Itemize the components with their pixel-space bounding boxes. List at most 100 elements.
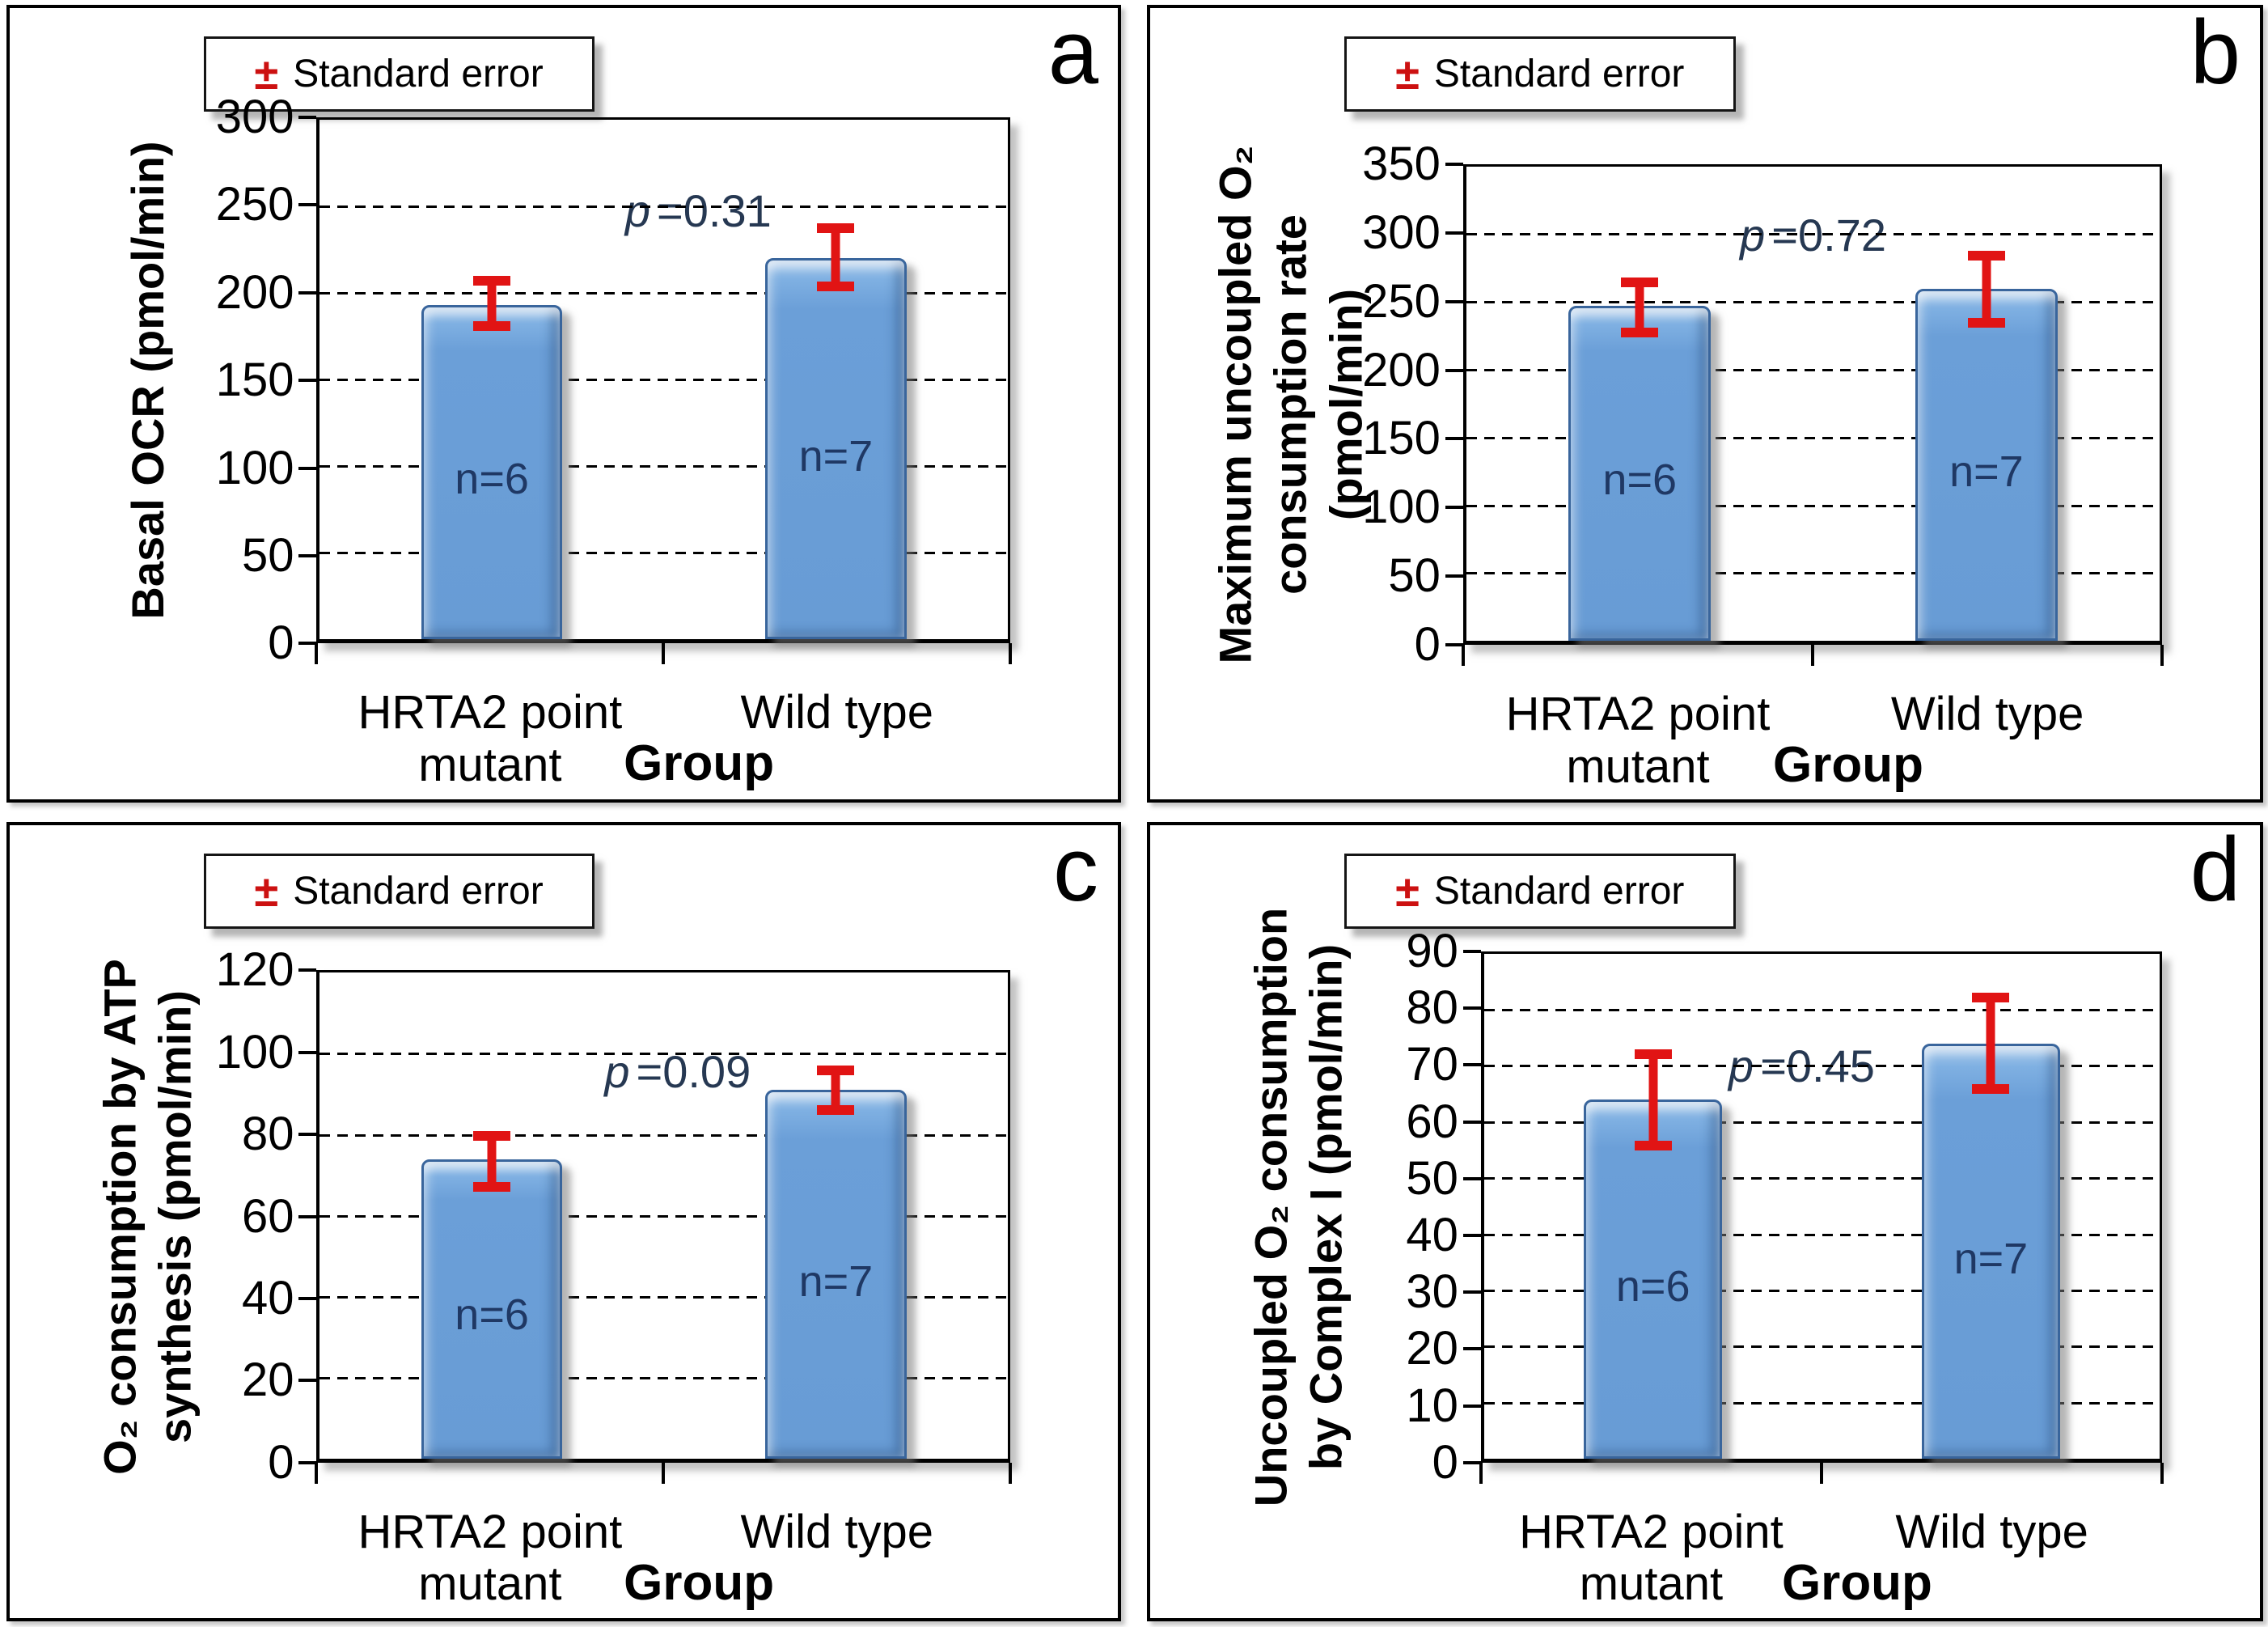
y-tick-label: 350 — [1362, 137, 1441, 190]
panel-b: ± Standard error b Maximum uncoupled O₂ c… — [1147, 5, 2263, 803]
y-tick-mark — [1445, 368, 1463, 372]
y-tick-mark — [1462, 1404, 1481, 1408]
panel-letter: d — [2190, 819, 2240, 920]
panel-letter: a — [1047, 2, 1098, 103]
y-tick-label: 150 — [215, 354, 294, 407]
error-bar-cap-bottom — [1972, 1084, 2010, 1095]
error-bar-line — [1982, 250, 1991, 328]
error-bar — [473, 1130, 511, 1192]
y-tick-label: 150 — [1362, 412, 1441, 465]
x-category-label: HRTA2 point — [358, 686, 623, 739]
y-tick-mark — [1445, 299, 1463, 303]
error-bar-cap-bottom — [817, 281, 855, 291]
n-label: n=6 — [1602, 455, 1678, 505]
x-tick-mark — [2160, 1462, 2164, 1484]
gridline — [319, 465, 1009, 468]
plus-minus-symbol: ± — [254, 49, 279, 99]
x-category-label: Wild type — [1890, 688, 2084, 740]
panel-a: ± Standard error a Basal OCR (pmol/min) … — [6, 5, 1121, 803]
x-tick-mark — [662, 643, 666, 665]
y-tick-mark — [298, 1460, 317, 1464]
gridline — [1466, 504, 2160, 507]
y-tick-mark — [1462, 949, 1481, 953]
legend-box: ± Standard error — [1344, 854, 1736, 930]
p-rest: =0.31 — [657, 185, 772, 237]
error-bar-cap-bottom — [1967, 318, 2005, 328]
panel-letter: b — [2190, 2, 2240, 103]
panel-letter: c — [1053, 819, 1098, 920]
y-tick-mark — [298, 968, 317, 972]
error-bar — [473, 275, 511, 332]
bar-hrta2-point-mutant: n=6 — [421, 1159, 563, 1459]
y-tick-mark — [1445, 437, 1463, 441]
y-tick-mark — [1462, 1120, 1481, 1124]
error-bar-cap-bottom — [473, 1181, 511, 1192]
y-tick-label: 100 — [215, 441, 294, 494]
y-tick-label: 100 — [215, 1025, 294, 1078]
x-category-label: mutant — [418, 1557, 562, 1611]
plot-area: p =0.31 n=6 n=7 — [316, 117, 1011, 644]
gridline — [1483, 1345, 2160, 1349]
y-tick-label: 50 — [1406, 1151, 1458, 1205]
error-bar — [1967, 250, 2005, 328]
gridline — [1483, 1009, 2160, 1012]
p-symbol: p — [624, 185, 651, 237]
y-tick-mark — [298, 290, 317, 294]
y-tick-label: 20 — [1406, 1322, 1458, 1375]
error-bar-cap-bottom — [1621, 327, 1659, 337]
x-axis-title: Group — [624, 735, 775, 791]
y-tick-mark — [1462, 1290, 1481, 1294]
error-bar-line — [1648, 1049, 1658, 1150]
y-tick-label: 30 — [1406, 1265, 1458, 1319]
y-tick-label: 50 — [241, 528, 294, 582]
y-tick-mark — [298, 1214, 317, 1218]
gridline — [1483, 1177, 2160, 1180]
plot-area: p =0.45 n=6 n=7 — [1480, 951, 2163, 1463]
y-tick-label: 120 — [215, 943, 294, 997]
y-tick-mark — [298, 1297, 317, 1301]
gridline — [1483, 1065, 2160, 1068]
error-bar-line — [1986, 993, 1995, 1095]
plot-area: p =0.72 n=6 n=7 — [1462, 163, 2163, 646]
y-tick-mark — [298, 1379, 317, 1383]
bar-hrta2-point-mutant: n=6 — [1568, 306, 1712, 642]
gridline — [319, 552, 1009, 555]
n-label: n=6 — [1615, 1261, 1690, 1311]
legend-box: ± Standard error — [203, 36, 595, 112]
bar-wild-type: n=7 — [1915, 288, 2058, 642]
x-tick-mark — [1820, 1462, 1824, 1484]
bar-hrta2-point-mutant: n=6 — [421, 305, 563, 640]
y-tick-label: 300 — [1362, 205, 1441, 259]
legend-box: ± Standard error — [203, 854, 595, 930]
gridline — [1483, 1401, 2160, 1405]
error-bar-cap-top — [1972, 993, 2010, 1003]
error-bar-cap-bottom — [817, 1104, 855, 1115]
x-category-label: HRTA2 point — [1505, 688, 1771, 740]
y-tick-mark — [298, 466, 317, 470]
x-axis-title: Group — [1781, 1554, 1932, 1611]
y-tick-label: 40 — [241, 1272, 294, 1325]
y-tick-label: 0 — [268, 616, 294, 670]
y-tick-mark — [298, 379, 317, 383]
x-category-label: Wild type — [740, 686, 933, 739]
error-bar — [817, 1066, 855, 1115]
y-tick-label: 90 — [1406, 924, 1458, 977]
x-tick-mark — [1461, 645, 1465, 667]
y-tick-mark — [1462, 1233, 1481, 1237]
error-bar-cap-top — [1634, 1049, 1672, 1059]
y-tick-mark — [298, 1050, 317, 1054]
x-tick-mark — [1811, 645, 1815, 667]
y-tick-label: 300 — [215, 90, 294, 143]
legend-label: Standard error — [1433, 869, 1685, 913]
error-bar-cap-top — [817, 1066, 855, 1076]
legend-label: Standard error — [293, 52, 544, 95]
y-tick-mark — [1445, 643, 1463, 647]
y-tick-label: 10 — [1406, 1379, 1458, 1432]
plot-area: p =0.09 n=6 n=7 — [316, 970, 1011, 1463]
x-category-label: mutant — [418, 738, 562, 791]
error-bar-cap-top — [817, 223, 855, 234]
gridline — [1483, 1121, 2160, 1124]
error-bar-line — [487, 275, 497, 332]
gridline — [1466, 301, 2160, 304]
y-tick-label: 50 — [1388, 549, 1441, 603]
